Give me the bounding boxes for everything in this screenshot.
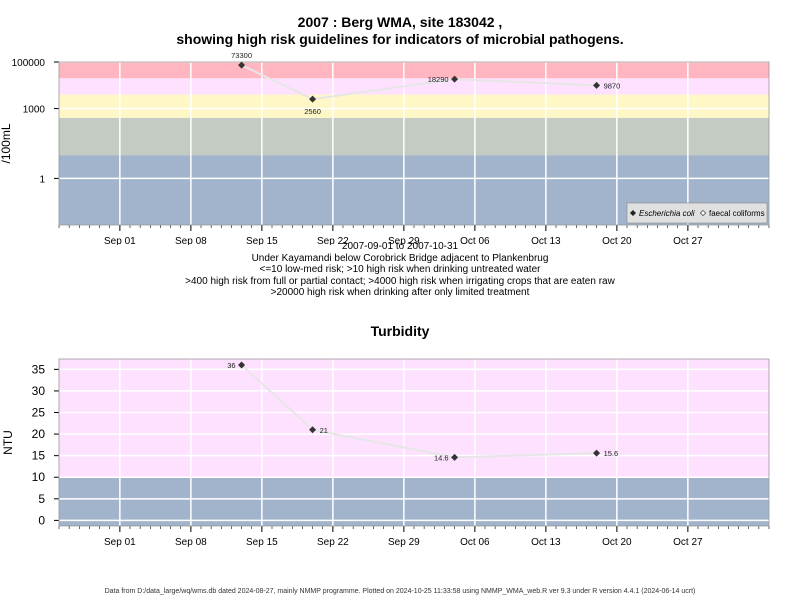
footer-note: Data from D:/data_large/wq/wms.db dated … <box>104 588 696 595</box>
info-date-range: 2007-09-01 to 2007-10-31 <box>341 241 459 252</box>
microbial-x-tick-label: Oct 13 <box>531 236 561 245</box>
turbidity-y-tick-label: 35 <box>32 362 46 376</box>
microbial-x-tick-label: Sep 08 <box>175 236 207 245</box>
turbidity-y-axis-label: NTU <box>1 430 15 455</box>
turbidity-data-label: 36 <box>227 361 235 370</box>
turbidity-x-tick-label: Sep 01 <box>104 537 136 548</box>
turbidity-data-label: 15.6 <box>604 449 619 458</box>
info-guideline-treatment: >20000 high risk when drinking after onl… <box>270 287 530 298</box>
turbidity-x-tick-label: Oct 20 <box>602 537 632 548</box>
turbidity-x-tick-label: Sep 15 <box>246 537 278 548</box>
microbial-y-axis-label: /100mL <box>0 123 13 163</box>
microbial-x-tick-label: Oct 20 <box>602 236 632 245</box>
legend-label: Escherichia coli <box>639 209 695 218</box>
turbidity-data-label: 14.6 <box>434 453 449 462</box>
microbial-x-tick-label: Sep 15 <box>246 236 278 245</box>
microbial-x-tick-label: Sep 01 <box>104 236 136 245</box>
microbial-data-label: 73300 <box>231 51 252 60</box>
turbidity-risk-band <box>59 477 769 526</box>
turbidity-data-label: 21 <box>320 426 328 435</box>
microbial-y-tick-label: 1 <box>39 174 45 185</box>
turbidity-data-point <box>309 426 317 434</box>
legend-marker <box>699 209 707 217</box>
turbidity-y-tick-label: 30 <box>32 384 46 398</box>
microbial-y-tick-label: 100000 <box>12 58 46 69</box>
legend-box <box>626 202 768 224</box>
turbidity-data-point <box>593 449 601 457</box>
microbial-x-tick-label: Oct 27 <box>673 236 703 245</box>
turbidity-risk-band <box>59 359 769 478</box>
turbidity-y-tick-label: 25 <box>32 406 46 420</box>
turbidity-x-tick-label: Sep 22 <box>317 537 349 548</box>
info-guideline-drinking: <=10 low-med risk; >10 high risk when dr… <box>259 264 541 275</box>
microbial-plot-frame <box>58 61 770 226</box>
turbidity-x-tick-label: Oct 13 <box>531 537 561 548</box>
microbial-series-line <box>241 64 597 101</box>
microbial-risk-band <box>59 94 769 118</box>
turbidity-x-tick-label: Sep 08 <box>175 537 207 548</box>
turbidity-chart: Sep 01 Sep 08 Sep 15 Sep 22 Sep 29 Oct 06 Oct … <box>1 358 770 548</box>
microbial-x-tick-label: Oct 06 <box>460 236 490 245</box>
microbial-data-point <box>238 61 246 69</box>
turbidity-x-tick-label: Sep 29 <box>388 537 420 548</box>
turbidity-y-tick-label: 0 <box>38 513 45 527</box>
turbidity-y-tick-label: 10 <box>32 470 46 484</box>
microbial-data-label: 9870 <box>604 81 621 90</box>
info-guideline-contact: >400 high risk from full or partial cont… <box>185 276 615 287</box>
microbial-data-point <box>593 81 601 89</box>
microbial-risk-band <box>59 62 769 79</box>
microbial-chart: Sep 01 Sep 08 Sep 15 Sep 22 Sep 29 Oct 06 Oct … <box>0 51 770 245</box>
legend-marker <box>629 209 637 217</box>
turbidity-x-tick-label: Oct 06 <box>460 537 490 548</box>
microbial-data-point <box>309 95 317 103</box>
turbidity-y-tick-label: 5 <box>38 492 45 506</box>
legend-label: faecal coliforms <box>709 209 765 218</box>
microbial-data-label: 18290 <box>428 75 449 84</box>
turbidity-y-tick-label: 15 <box>32 449 46 463</box>
microbial-y-tick-label: 1000 <box>23 105 46 116</box>
turbidity-plot-frame <box>58 358 770 527</box>
turbidity-data-point <box>238 361 246 369</box>
microbial-risk-band <box>59 78 769 95</box>
turbidity-x-tick-label: Oct 27 <box>673 537 703 548</box>
microbial-legend: Escherichia coli faecal coliforms <box>626 202 768 224</box>
turbidity-y-tick-label: 20 <box>32 427 46 441</box>
turbidity-data-point <box>451 453 459 461</box>
chart-title-line-2: showing high risk guidelines for indicat… <box>176 31 624 47</box>
microbial-data-label: 2560 <box>304 107 321 116</box>
chart-title-line-1: 2007 : Berg WMA, site 183042 , <box>297 14 503 30</box>
turbidity-series-line <box>240 364 597 459</box>
info-site-description: Under Kayamandi below Corobrick Bridge a… <box>251 253 549 264</box>
microbial-x-tick-label: Sep 22 <box>317 236 349 245</box>
microbial-x-tick-label: Sep 29 <box>388 236 420 245</box>
microbial-risk-band <box>59 117 769 156</box>
turbidity-title: Turbidity <box>370 323 430 339</box>
